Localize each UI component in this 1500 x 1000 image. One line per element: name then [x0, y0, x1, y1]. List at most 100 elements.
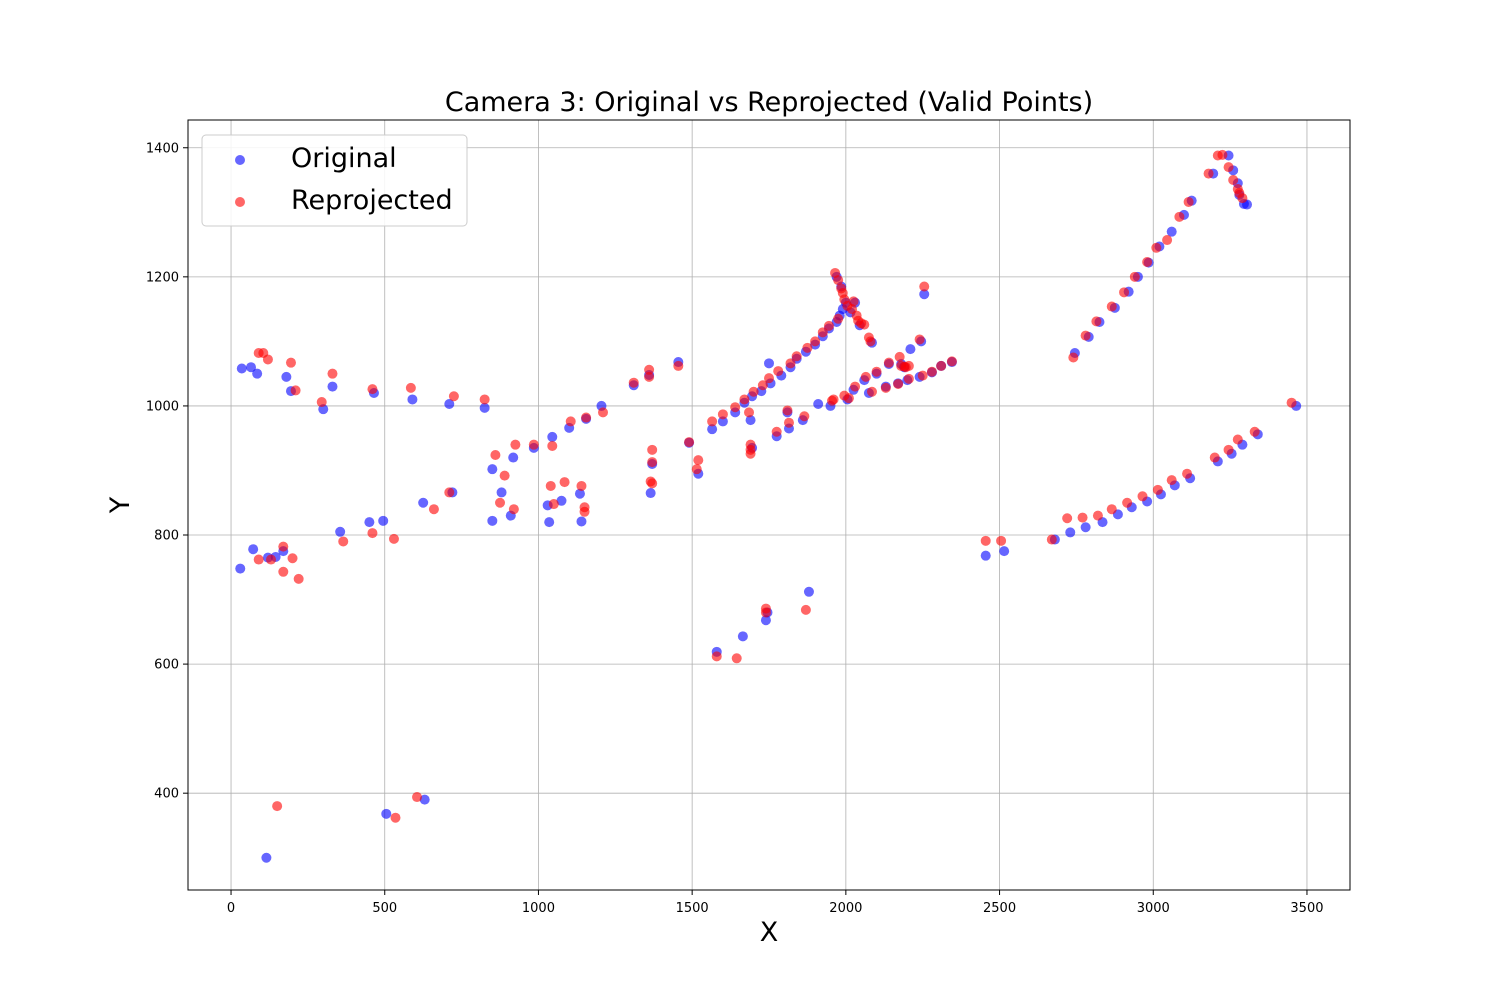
reprojected-point — [828, 394, 839, 405]
reprojected-point — [644, 371, 655, 382]
reprojected-point — [850, 381, 861, 392]
reprojected-point — [579, 506, 590, 517]
reprojected-point — [547, 440, 558, 451]
original-point — [508, 452, 519, 463]
reprojected-point — [936, 360, 947, 371]
reprojected-point — [860, 371, 871, 382]
legend-marker-original — [235, 155, 245, 165]
legend-marker-reprojected — [235, 197, 245, 207]
reprojected-point — [782, 405, 793, 416]
x-tick-label: 1000 — [522, 901, 555, 916]
original-point — [248, 544, 259, 555]
reprojected-point — [490, 449, 501, 460]
reprojected-point — [771, 426, 782, 437]
reprojected-point — [285, 357, 296, 368]
original-point — [803, 586, 814, 597]
reprojected-point — [1106, 301, 1117, 312]
reprojected-point — [917, 370, 928, 381]
original-point — [999, 546, 1010, 557]
reprojected-point — [412, 792, 423, 803]
original-point — [556, 495, 567, 506]
original-point — [760, 615, 771, 626]
reprojected-point — [810, 336, 821, 347]
reprojected-point — [327, 368, 338, 379]
y-tick-label: 1400 — [146, 141, 179, 156]
reprojected-point — [883, 357, 894, 368]
original-point — [1065, 527, 1076, 538]
reprojected-point — [278, 566, 289, 577]
original-point — [813, 398, 824, 409]
reprojected-point — [598, 407, 608, 418]
reprojected-point — [1232, 434, 1243, 445]
legend-box — [201, 134, 468, 227]
reprojected-point — [448, 391, 459, 402]
reprojected-point — [565, 416, 576, 427]
reprojected-point — [707, 416, 718, 427]
reprojected-point — [499, 470, 510, 481]
reprojected-point — [866, 386, 877, 397]
grid-lines — [188, 120, 1350, 890]
reprojected-point — [390, 812, 401, 823]
reprojected-point — [791, 351, 802, 362]
reprojected-point — [1077, 512, 1088, 523]
reprojected-point — [817, 327, 828, 338]
reprojected-point — [1237, 193, 1248, 204]
reprojected-point — [748, 386, 759, 397]
x-tick-label: 3500 — [1290, 901, 1323, 916]
reprojected-point — [367, 528, 378, 539]
reprojected-point — [290, 385, 301, 396]
reprojected-point — [272, 801, 283, 812]
reprojected-point — [684, 437, 695, 448]
reprojected-point — [647, 457, 658, 468]
axes-frame — [187, 119, 1351, 891]
reprojected-point — [823, 320, 834, 331]
chart-title: Camera 3: Original vs Reprojected (Valid… — [445, 87, 1093, 118]
reprojected-point — [545, 480, 556, 491]
reprojected-point — [799, 411, 810, 422]
reprojected-point — [1151, 242, 1162, 253]
reprojected-point — [287, 553, 298, 564]
reprojected-point — [800, 604, 811, 615]
reprojected-point — [576, 480, 587, 491]
reprojected-point — [278, 541, 289, 552]
x-tick-label: 0 — [227, 901, 235, 916]
reprojected-point — [1286, 397, 1297, 408]
original-point — [487, 515, 498, 526]
legend: Original Reprojected — [201, 134, 468, 227]
reprojected-point — [996, 535, 1007, 546]
y-tick-label: 600 — [154, 658, 179, 673]
reprojected-point — [1228, 175, 1239, 186]
reprojected-point — [871, 366, 882, 377]
original-point — [919, 289, 930, 300]
reprojected-point — [548, 499, 559, 510]
reprojected-point — [673, 360, 684, 371]
original-point — [544, 517, 555, 528]
y-tick-label: 800 — [154, 529, 179, 544]
reprojected-point — [1162, 235, 1173, 246]
reprojected-point — [1129, 271, 1140, 282]
reprojected-point — [1046, 534, 1057, 545]
reprojected-point — [903, 360, 914, 371]
x-tick-label: 1500 — [676, 901, 709, 916]
reprojected-point — [338, 536, 349, 547]
reprojected-point — [405, 382, 416, 393]
reprojected-point — [528, 439, 539, 450]
reprojected-point — [1122, 497, 1133, 508]
x-tick-label: 2500 — [983, 901, 1016, 916]
reprojected-point — [926, 366, 937, 377]
reprojected-point — [848, 296, 859, 307]
reprojected-point — [262, 354, 273, 365]
original-point — [905, 344, 916, 355]
original-point — [236, 363, 247, 374]
reprojected-point — [865, 336, 876, 347]
original-point — [364, 517, 375, 528]
original-point — [574, 488, 585, 499]
reprojected-point — [367, 384, 378, 395]
legend-label-original: Original — [291, 143, 397, 174]
original-point — [246, 362, 257, 373]
reprojected-point — [1182, 468, 1193, 479]
reprojected-point — [479, 394, 490, 405]
x-tick-label: 2000 — [829, 901, 862, 916]
original-point — [281, 371, 292, 382]
y-axis-label: Y — [105, 496, 136, 514]
